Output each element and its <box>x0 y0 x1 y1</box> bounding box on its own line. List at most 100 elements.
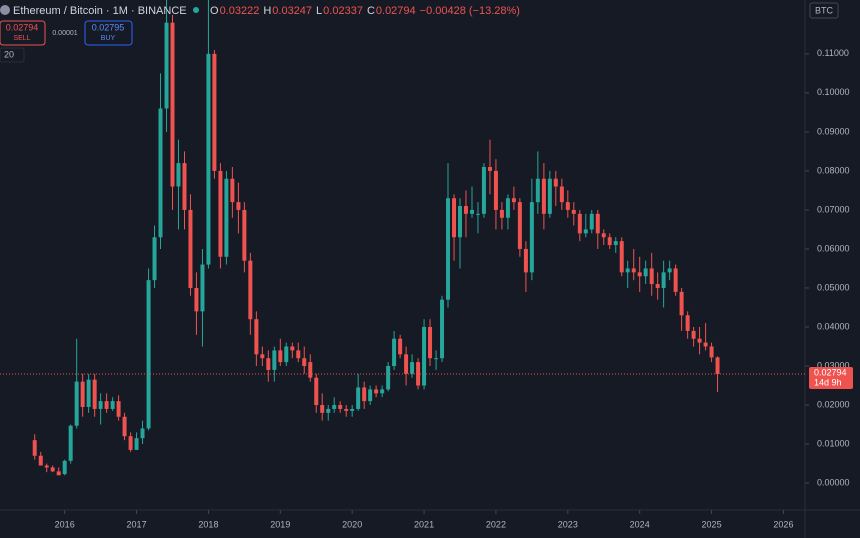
candle-body <box>152 237 157 281</box>
candle-body <box>242 209 247 261</box>
candle-body <box>38 455 43 466</box>
sell-button[interactable] <box>0 20 46 46</box>
candle-body <box>200 264 205 312</box>
x-tick-label: 2020 <box>342 519 362 529</box>
candle-body <box>236 202 241 210</box>
candle-body <box>715 357 720 375</box>
candle-body <box>589 213 594 230</box>
candle-body <box>463 206 468 214</box>
volume-toggle-label[interactable]: 20 <box>4 49 14 59</box>
candle-body <box>140 428 145 439</box>
candle-body <box>98 401 103 409</box>
chart-title: Ethereum / Bitcoin · 1M · BINANCE <box>13 5 187 17</box>
candle-body <box>583 229 588 234</box>
candle-body <box>493 170 498 210</box>
candle-body <box>92 379 97 409</box>
currency-box[interactable] <box>809 2 839 19</box>
countdown: 14d 9h <box>814 377 842 387</box>
candle-body <box>254 319 259 355</box>
ohlc-legend: O 0.03222 H 0.03247 L 0.02337 C 0.02794 −0.00428… <box>210 5 520 17</box>
candle-body <box>535 178 540 203</box>
x-tick-label: 2017 <box>127 519 147 529</box>
candle-body <box>206 53 211 265</box>
candle-body <box>613 241 618 246</box>
candle-body <box>649 268 654 285</box>
candle-body <box>368 389 373 402</box>
candle-body <box>487 167 492 171</box>
y-tick-label: 0.11000 <box>817 48 849 58</box>
candle-body <box>703 342 708 347</box>
candle-body <box>434 358 439 360</box>
legend-key: C <box>367 5 375 17</box>
candle-body <box>619 241 624 273</box>
candle-body <box>230 178 235 203</box>
candle-body <box>44 465 49 468</box>
candle-body <box>104 401 109 409</box>
candle-body <box>631 268 636 273</box>
candle-body <box>272 350 277 370</box>
buy-label[interactable]: BUY <box>101 35 116 42</box>
candle-body <box>607 237 612 246</box>
candle-body <box>571 209 576 214</box>
candle-body <box>134 438 139 450</box>
candle-body <box>56 471 61 476</box>
buy-button[interactable] <box>84 20 133 46</box>
candle-body <box>553 178 558 187</box>
candle-body <box>332 405 337 409</box>
candle-body <box>661 272 666 288</box>
candle-body <box>517 202 522 249</box>
candle-body <box>637 272 642 277</box>
x-tick-label: 2022 <box>486 519 506 529</box>
candle-body <box>194 287 199 312</box>
candle-body <box>667 268 672 273</box>
candle-body <box>158 108 163 238</box>
candle-body <box>410 362 415 374</box>
candle-body <box>74 381 79 426</box>
candle-body <box>362 387 367 402</box>
candle-body <box>404 354 409 374</box>
candle-body <box>122 416 127 437</box>
x-tick-label: 2019 <box>270 519 290 529</box>
candle-body <box>511 198 516 203</box>
candle-body <box>505 198 510 218</box>
sell-label[interactable]: SELL <box>13 35 30 42</box>
candle-body <box>218 170 223 257</box>
candle-body <box>529 202 534 273</box>
x-tick-label: 2016 <box>55 519 75 529</box>
plot-area <box>32 0 720 476</box>
candle-body <box>577 213 582 234</box>
x-tick-label: 2025 <box>702 519 722 529</box>
candle-body <box>392 338 397 367</box>
legend-value: 0.02794 <box>376 5 416 17</box>
y-tick-label: 0.06000 <box>817 243 850 253</box>
overlay: Ethereum / Bitcoin · 1M · BINANCE O 0.032… <box>0 2 839 63</box>
y-tick-label: 0.05000 <box>817 282 850 292</box>
x-tick-label: 2024 <box>630 519 650 529</box>
candle-body <box>290 346 295 351</box>
candle-body <box>320 405 325 413</box>
x-tick-label: 2021 <box>414 519 434 529</box>
candle-body <box>260 354 265 359</box>
legend-value: 0.03222 <box>220 5 260 17</box>
candle-body <box>308 362 313 378</box>
volume-toggle[interactable] <box>0 47 25 63</box>
status-dot <box>193 7 199 13</box>
candle-body <box>422 326 427 386</box>
candle-body <box>146 280 151 429</box>
candle-body <box>170 22 175 187</box>
candle-body <box>709 346 714 358</box>
y-tick-label: 0.07000 <box>817 204 850 214</box>
candle-body <box>188 209 193 288</box>
buy-price[interactable]: 0.02795 <box>92 22 125 32</box>
candle-body <box>565 202 570 210</box>
currency[interactable]: BTC <box>815 5 834 15</box>
candle-body <box>296 350 301 359</box>
sell-price[interactable]: 0.02794 <box>6 22 39 32</box>
candle-body <box>164 22 169 109</box>
y-tick-label: 0.03000 <box>817 360 850 370</box>
candle-body <box>452 198 457 238</box>
candle-body <box>601 233 606 238</box>
legend-key: O <box>210 5 219 17</box>
candle-body <box>643 268 648 277</box>
